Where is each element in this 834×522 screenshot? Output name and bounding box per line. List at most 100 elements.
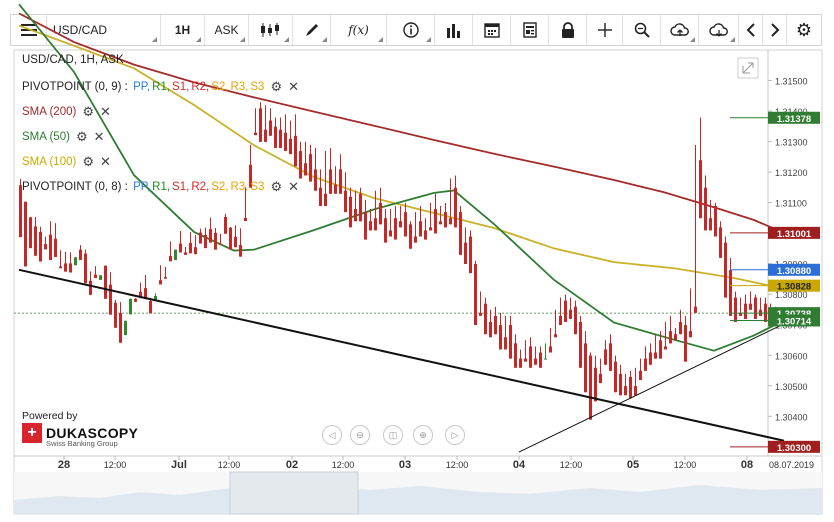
info-button[interactable] (387, 15, 435, 45)
candle-body (244, 217, 247, 221)
candle-body (269, 120, 272, 136)
price-badge (768, 111, 820, 124)
navigator-handle[interactable] (229, 471, 359, 515)
gear-icon[interactable]: ⚙ (270, 179, 283, 194)
rising-trendline[interactable] (518, 323, 785, 453)
candle-body (359, 193, 362, 222)
candle-body (564, 300, 567, 322)
indicator-legend[interactable]: SMA (100) ⚙ ✕ (22, 154, 111, 170)
time-tick-label: 02 (286, 459, 298, 471)
indicators-button[interactable]: f(x) (331, 15, 387, 45)
indicator-legend[interactable]: SMA (50) ⚙ ✕ (22, 129, 105, 145)
calendar-button[interactable] (473, 15, 511, 45)
brand-logo: + DUKASCOPY Swiss Banking Group (22, 423, 138, 448)
candle-body (724, 242, 727, 298)
candle-body (369, 221, 372, 231)
price-tick-label: 1.30500 (775, 382, 808, 392)
candle-body (719, 227, 722, 258)
dropdown-corner-icon (426, 37, 431, 42)
candle-body (674, 334, 677, 341)
nav-last-button[interactable]: ▷ (445, 425, 465, 445)
time-tick-label: 12:00 (446, 460, 469, 470)
indicator-name: PIVOTPOINT (0, 8) (22, 181, 122, 193)
close-icon[interactable]: ✕ (288, 79, 300, 94)
download-button[interactable] (699, 15, 739, 45)
scroll-left-button[interactable] (739, 15, 763, 45)
candle-body (209, 229, 212, 243)
instrument-legend: USD/CAD, 1H, ASK (22, 54, 124, 66)
price-badge (768, 279, 820, 292)
candle-body (94, 274, 97, 279)
legend-separator: : (121, 81, 132, 93)
volume-button[interactable] (435, 15, 473, 45)
crosshair-button[interactable] (587, 15, 623, 45)
falling-trendline[interactable] (18, 268, 785, 442)
close-icon[interactable]: ✕ (93, 129, 105, 144)
time-tick-label: 12:00 (674, 460, 697, 470)
candle-body (309, 154, 312, 182)
candle-body (214, 232, 217, 250)
time-tick-label: 12:00 (560, 460, 583, 470)
time-tick-label: 05 (627, 459, 639, 471)
trendlines[interactable] (18, 268, 785, 453)
draw-button[interactable] (293, 15, 331, 45)
candle-body (399, 221, 402, 228)
candle-body (519, 358, 522, 368)
cloud-download-icon (708, 23, 728, 37)
nav-first-button[interactable]: ◁ (322, 425, 342, 445)
gear-icon[interactable]: ⚙ (82, 154, 94, 169)
symbol-label: USD/CAD (53, 23, 108, 37)
dropdown-corner-icon (240, 37, 245, 42)
upload-button[interactable] (661, 15, 699, 45)
gear-icon[interactable]: ⚙ (82, 104, 94, 119)
candle-body (204, 234, 207, 249)
indicator-legend[interactable]: SMA (200) ⚙ ✕ (22, 104, 111, 120)
candle-body (489, 321, 492, 338)
candle-body (699, 160, 702, 219)
candle-body (189, 242, 192, 254)
lock-button[interactable] (549, 15, 587, 45)
candle-body (294, 135, 297, 167)
candles (19, 102, 777, 420)
candle-body (314, 169, 317, 191)
timeframe-selector[interactable]: 1H (161, 15, 205, 45)
pivot-level-label: PP, (133, 181, 151, 193)
chart-type-button[interactable] (249, 15, 293, 45)
zoom-in-button[interactable]: ⊕ (413, 425, 433, 445)
price-axis: 1.304001.305001.306001.307001.308001.309… (768, 77, 808, 422)
scroll-right-button[interactable] (763, 15, 787, 45)
close-icon[interactable]: ✕ (99, 104, 111, 119)
triangle-right-icon: ▷ (451, 429, 459, 440)
news-button[interactable] (511, 15, 549, 45)
settings-button[interactable]: ⚙ (787, 15, 821, 45)
triangle-left-icon: ◁ (328, 429, 336, 440)
reset-button[interactable]: ◫ (383, 425, 403, 445)
close-icon[interactable]: ✕ (99, 154, 111, 169)
price-badge (768, 440, 820, 453)
zoom-out-button[interactable]: ⊖ (350, 425, 370, 445)
zoom-button[interactable] (623, 15, 661, 45)
candle-body (514, 343, 517, 368)
pivot-level-label: R1, (152, 181, 171, 193)
candle-body (634, 386, 637, 396)
symbol-selector[interactable]: USD/CAD (47, 15, 161, 45)
candle-body (739, 312, 742, 316)
candle-body (49, 234, 52, 261)
candle-body (44, 244, 47, 250)
candle-body (279, 129, 282, 148)
price-badge (768, 226, 820, 239)
gear-icon[interactable]: ⚙ (270, 79, 283, 94)
candle-body (289, 138, 292, 155)
date-label: 08.07.2019 (769, 460, 814, 470)
candle-body (299, 151, 302, 179)
gear-icon[interactable]: ⚙ (75, 129, 88, 144)
indicator-legend[interactable]: PIVOTPOINT (0, 8) : PP, R1, S1, R2, S2, R3, S3… (22, 179, 299, 195)
candle-body (654, 352, 657, 359)
pivot-level-label: S3 (250, 181, 265, 193)
side-selector[interactable]: ASK (205, 15, 249, 45)
candle-body (734, 297, 737, 322)
close-icon[interactable]: ✕ (288, 179, 300, 194)
indicator-legend[interactable]: PIVOTPOINT (0, 9) : PP, R1, S1, R2, S2, R3, S3… (22, 79, 299, 95)
candle-body (589, 355, 592, 420)
